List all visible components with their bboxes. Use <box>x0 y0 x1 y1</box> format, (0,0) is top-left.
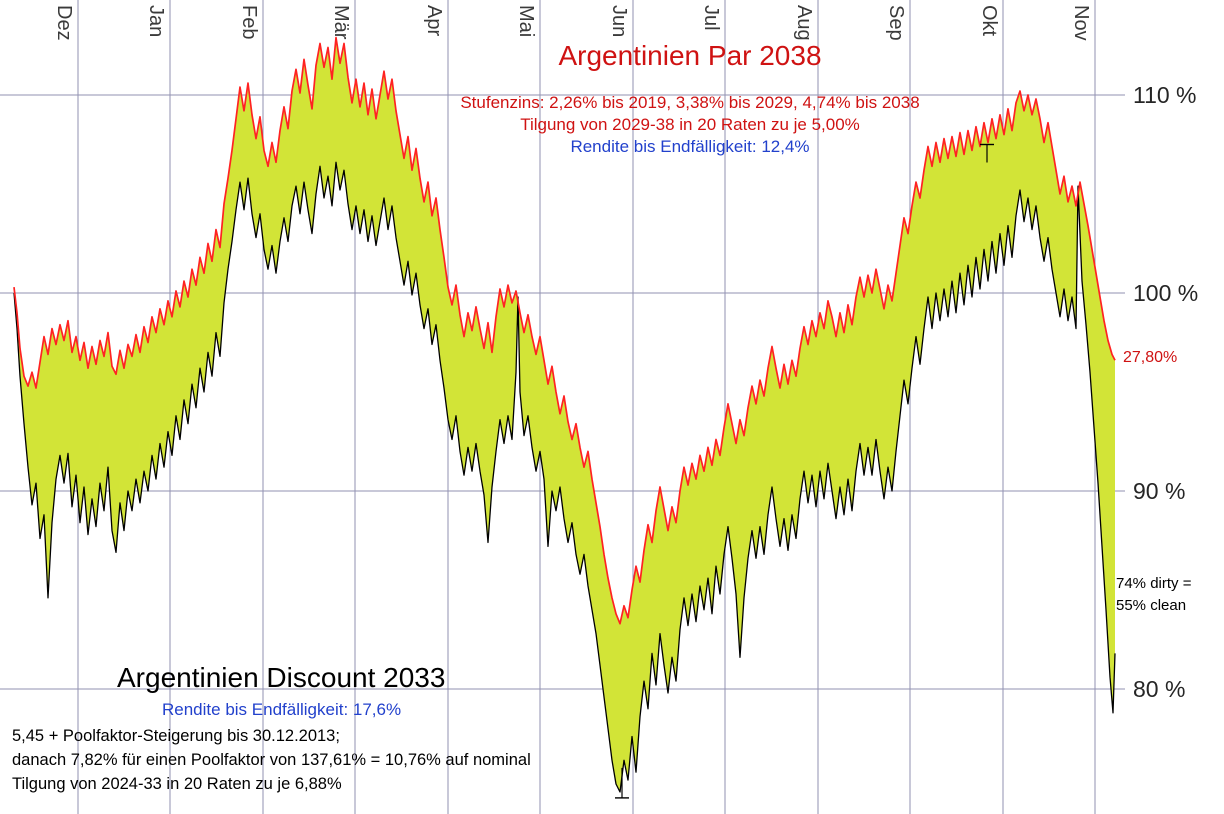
discount-price-label: 74% dirty = 55% clean <box>1116 573 1191 617</box>
discount-note-2: danach 7,82% für einen Poolfaktor von 13… <box>12 751 531 769</box>
par-title: Argentinien Par 2038 <box>558 40 822 71</box>
x-tick-label: Jan <box>145 5 167 37</box>
x-tick-label: Apr <box>423 5 445 36</box>
par-annotation-block: Stufenzins: 2,26% bis 2019, 3,38% bis 20… <box>420 92 960 158</box>
x-tick-label: Sep <box>885 5 907 41</box>
par-yield-note: Rendite bis Endfälligkeit: 12,4% <box>570 137 810 156</box>
x-tick-label: Aug <box>793 5 815 41</box>
y-tick-label: 80 % <box>1133 676 1185 702</box>
x-tick-label: Nov <box>1070 5 1092 41</box>
x-tick-label: Jun <box>608 5 630 37</box>
discount-price-dirty: 74% dirty = <box>1116 575 1192 592</box>
y-tick-label: 100 % <box>1133 280 1198 306</box>
y-tick-label: 90 % <box>1133 478 1185 504</box>
x-tick-label: Okt <box>978 5 1000 37</box>
discount-line <box>13 161 1116 793</box>
par-line <box>13 36 1116 625</box>
discount-price-clean: 55% clean <box>1116 597 1187 614</box>
x-tick-label: Mai <box>515 5 537 37</box>
discount-title: Argentinien Discount 2033 <box>117 662 446 693</box>
par-price-label: 27,80% <box>1123 349 1178 366</box>
discount-note-3: Tilgung von 2024-33 in 20 Raten zu je 6,… <box>12 775 342 793</box>
x-tick-label: Feb <box>238 5 260 39</box>
discount-yield-note: Rendite bis Endfälligkeit: 17,6% <box>162 700 402 719</box>
x-tick-label: Jul <box>700 5 722 31</box>
discount-note-1: 5,45 + Poolfaktor-Steigerung bis 30.12.2… <box>12 727 340 745</box>
y-tick-label: 110 % <box>1133 82 1197 108</box>
discount-notes-block: 5,45 + Poolfaktor-Steigerung bis 30.12.2… <box>12 724 531 796</box>
x-tick-label: Mär <box>330 5 352 40</box>
par-tilgung-note: Tilgung von 2029-38 in 20 Raten zu je 5,… <box>520 115 860 134</box>
x-tick-label: Dez <box>53 5 75 41</box>
par-coupon-note: Stufenzins: 2,26% bis 2019, 3,38% bis 20… <box>460 93 920 112</box>
